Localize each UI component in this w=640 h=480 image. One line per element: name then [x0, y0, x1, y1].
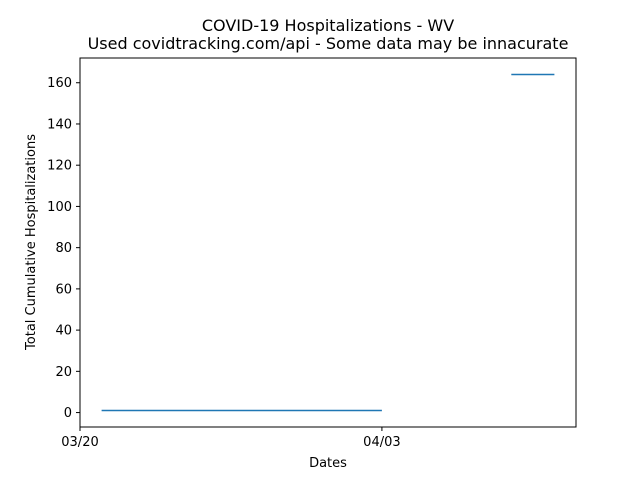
- y-tick-label: 160: [47, 76, 72, 91]
- chart-subtitle: Used covidtracking.com/api - Some data m…: [88, 34, 569, 53]
- x-axis: 03/20 04/03: [61, 427, 401, 450]
- chart-title: COVID-19 Hospitalizations - WV: [202, 16, 454, 35]
- series-layer: [101, 73, 555, 412]
- plot-area: [79, 57, 577, 428]
- y-axis-label: Total Cumulative Hospitalizations: [24, 134, 39, 351]
- y-tick-label: 0: [64, 406, 72, 421]
- x-tick-label: 04/03: [363, 435, 400, 450]
- y-tick-label: 60: [55, 282, 72, 297]
- x-axis-label: Dates: [309, 456, 347, 471]
- y-axis: 0 20 40 60 80 100 120 140 160: [47, 76, 80, 421]
- y-tick-label: 80: [55, 241, 72, 256]
- y-tick-label: 40: [55, 324, 72, 339]
- y-tick-label: 140: [47, 117, 72, 132]
- y-tick-label: 100: [47, 200, 72, 215]
- y-tick-label: 20: [55, 365, 72, 380]
- y-tick-label: 120: [47, 159, 72, 174]
- x-tick-label: 03/20: [61, 435, 98, 450]
